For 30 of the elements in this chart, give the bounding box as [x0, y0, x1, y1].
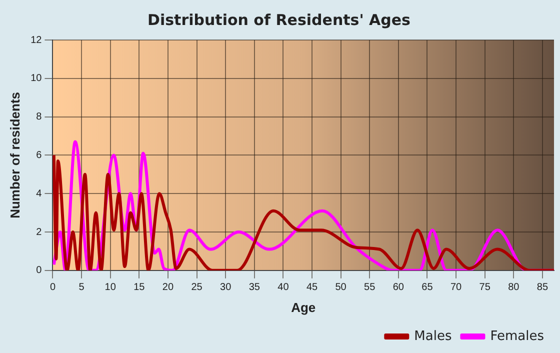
y-tick-label: 0: [36, 265, 42, 276]
x-tick-label: 75: [479, 282, 491, 294]
y-tick-label: 2: [36, 226, 42, 238]
x-tick-label: 10: [104, 282, 116, 294]
x-tick-label: 20: [162, 282, 174, 294]
x-tick-label: 0: [50, 282, 56, 294]
y-tick-label: 8: [36, 112, 42, 123]
legend-label: Females: [490, 328, 544, 344]
x-tick-label: 55: [364, 282, 376, 294]
x-tick-label: 15: [134, 282, 146, 294]
y-tick-label: 6: [36, 150, 42, 161]
x-tick-label: 35: [248, 282, 260, 294]
y-axis-title: Number of residents: [7, 92, 22, 218]
x-tick-label: 25: [191, 282, 203, 294]
y-tick-label: 10: [30, 73, 42, 84]
chart-title: Distribution of Residents' Ages: [148, 10, 411, 29]
x-axis-title: Age: [291, 300, 316, 315]
x-tick-label: 45: [306, 282, 318, 294]
x-tick-label: 50: [335, 282, 347, 294]
x-tick-label: 80: [508, 282, 520, 294]
y-tick-label: 4: [36, 188, 42, 200]
x-tick-label: 60: [392, 282, 404, 294]
x-tick-label: 5: [78, 282, 85, 294]
legend-label: Males: [414, 328, 452, 344]
x-tick-label: 70: [450, 282, 462, 294]
y-tick-label: 12: [30, 34, 42, 46]
x-tick-label: 30: [220, 282, 232, 294]
x-tick-label: 85: [536, 282, 548, 294]
x-tick-label: 65: [422, 282, 434, 294]
x-tick-label: 40: [278, 282, 290, 294]
